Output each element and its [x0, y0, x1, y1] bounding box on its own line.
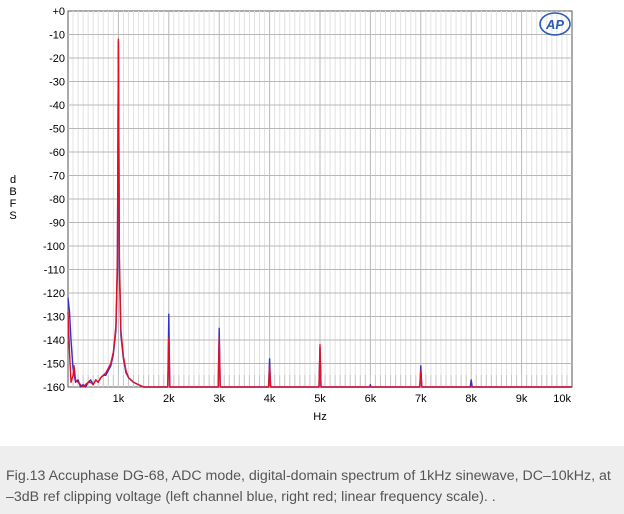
x-tick-labels: 1k 2k 3k 4k 5k 6k 7k 8k 9k 10k [113, 393, 572, 405]
y-tick-label: -60 [49, 147, 65, 159]
y-axis-label-letter: S [9, 210, 16, 222]
series-line-right-channel [67, 38, 572, 388]
figure: +0 -10 -20 -30 -40 -50 -60 -70 -80 -90 -100 -110 -12… [9, 6, 573, 423]
x-tick-label: 1k [113, 393, 125, 405]
y-tick-label: -160 [43, 382, 65, 394]
y-tick-label: -140 [43, 335, 65, 347]
y-tick-label: -90 [49, 218, 65, 230]
x-tick-label: 6k [365, 393, 377, 405]
y-tick-label: -80 [49, 194, 65, 206]
y-tick-label: +0 [52, 6, 65, 18]
spectrum-chart: +0 -10 -20 -30 -40 -50 -60 -70 -80 -90 -100 -110 -12… [9, 6, 573, 423]
ap-logo-ring [539, 12, 571, 36]
x-tick-label: 9k [516, 393, 528, 405]
y-tick-label: -20 [49, 53, 65, 65]
y-tick-labels: +0 -10 -20 -30 -40 -50 -60 -70 -80 -90 -100 -110 -12… [43, 6, 65, 394]
y-axis-label-letter: F [10, 198, 17, 210]
series-layer [67, 38, 572, 388]
y-axis-label-letter: d [10, 174, 16, 186]
x-tick-label: 2k [163, 393, 175, 405]
x-axis-label: Hz [313, 411, 326, 423]
ap-logo-text: AP [545, 17, 564, 32]
y-axis-label-letter: B [9, 186, 16, 198]
y-tick-label: -110 [44, 265, 65, 277]
y-tick-label: -30 [49, 77, 65, 89]
x-tick-label: 10k [553, 393, 571, 405]
x-tick-label: 3k [213, 393, 225, 405]
x-tick-label: 5k [314, 393, 326, 405]
grid-layer [68, 11, 572, 387]
y-tick-label: -100 [43, 241, 65, 253]
y-tick-label: -50 [49, 124, 65, 136]
x-tick-label: 7k [415, 393, 427, 405]
y-tick-label: -10 [49, 30, 65, 42]
y-tick-label: -40 [49, 100, 65, 112]
y-tick-label: -150 [43, 359, 65, 371]
y-tick-label: -130 [43, 312, 65, 324]
x-tick-label: 8k [465, 393, 477, 405]
ap-logo: AP [539, 12, 571, 36]
y-tick-label: -70 [49, 171, 65, 183]
y-tick-label: -120 [43, 288, 65, 300]
x-tick-label: 4k [264, 393, 276, 405]
figure-caption: Fig.13 Accuphase DG-68, ADC mode, digita… [0, 446, 624, 514]
